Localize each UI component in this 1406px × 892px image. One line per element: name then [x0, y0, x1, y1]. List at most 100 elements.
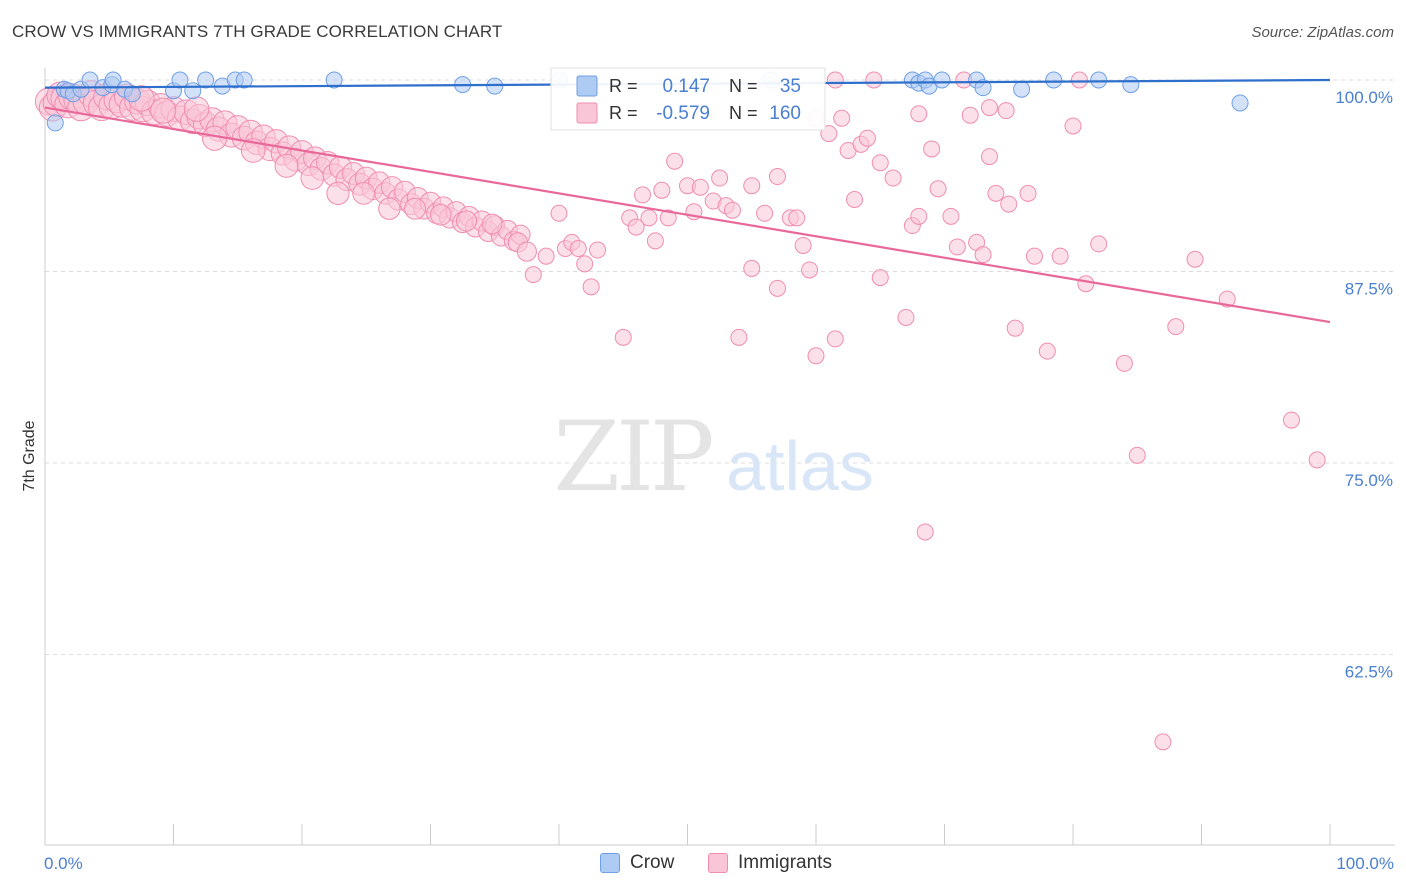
immigrants-point: [326, 181, 350, 205]
immigrants-point: [516, 241, 537, 262]
immigrants-point: [871, 269, 889, 287]
immigrants-point: [871, 154, 889, 172]
immigrants-point: [653, 181, 671, 199]
immigrants-point: [627, 218, 645, 236]
gridlines: [45, 79, 1395, 655]
immigrants-point: [634, 186, 652, 204]
immigrants-point: [980, 99, 998, 117]
immigrants-point: [807, 347, 825, 365]
immigrants-point: [150, 97, 177, 124]
crow-point: [197, 71, 215, 89]
immigrants-point: [974, 246, 992, 264]
chart-title: CROW VS IMMIGRANTS 7TH GRADE CORRELATION…: [12, 22, 503, 41]
immigrants-point: [723, 201, 741, 219]
axes: [44, 68, 1395, 846]
immigrants-point: [997, 102, 1015, 120]
crow-point: [123, 85, 141, 103]
crow-point: [171, 71, 189, 89]
y-tick-label-0: 100.0%: [1335, 88, 1393, 107]
immigrants-point: [404, 197, 427, 220]
immigrants-point: [1167, 318, 1185, 336]
y-tick-label-2: 75.0%: [1345, 471, 1393, 490]
immigrants-point: [910, 207, 928, 225]
immigrants-point: [1154, 733, 1172, 751]
x-tick-label-right: 100.0%: [1336, 854, 1394, 873]
crow-point: [46, 114, 64, 132]
immigrants-point: [1128, 446, 1146, 464]
y-tick-label-1: 87.5%: [1345, 280, 1393, 299]
crow-point: [486, 77, 504, 95]
immigrants-point: [455, 210, 478, 232]
immigrants-point: [537, 247, 555, 265]
legend-swatch-crow: [600, 853, 620, 873]
immigrants-point: [569, 240, 587, 258]
immigrants-point: [730, 328, 748, 346]
immigrants-point: [1282, 411, 1300, 429]
immigrants-point: [1090, 235, 1108, 253]
crow-point: [235, 71, 253, 89]
legend-top-r-value-immigrants: -0.579: [656, 103, 710, 124]
immigrants-point: [768, 279, 786, 297]
immigrants-point: [833, 109, 851, 127]
legend-item-immigrants[interactable]: Immigrants: [708, 852, 832, 874]
legend-top: R = 0.147 N = 35 R = -0.579 N = 160: [550, 67, 826, 131]
legend-top-n-value-crow: 35: [780, 76, 801, 97]
immigrants-point: [826, 71, 844, 89]
immigrants-point: [430, 204, 452, 226]
immigrants-point: [858, 129, 876, 147]
legend-swatch-immigrants: [708, 853, 728, 873]
y-tick-label-3: 62.5%: [1345, 663, 1393, 682]
immigrants-point: [987, 184, 1005, 202]
watermark-zip: ZIP: [553, 401, 712, 513]
crow-point: [1231, 94, 1249, 112]
crow-points: [46, 71, 1249, 132]
immigrants-point: [646, 232, 664, 250]
legend-top-n-value-immigrants: 160: [769, 103, 801, 124]
immigrants-point: [183, 96, 210, 122]
immigrants-trend-line: [44, 106, 1331, 324]
legend-item-crow[interactable]: Crow: [600, 852, 674, 874]
immigrants-point: [743, 259, 761, 277]
immigrants-point: [916, 523, 934, 541]
immigrants-point: [300, 166, 325, 190]
tick-labels: 100.0% 87.5% 75.0% 62.5% 0.0% 100.0% 7th Grade: [21, 88, 1394, 873]
immigrants-point: [1025, 247, 1043, 265]
immigrants-point: [1070, 71, 1088, 89]
immigrants-point: [948, 238, 966, 256]
immigrants-point: [788, 209, 806, 227]
y-axis-label: 7th Grade: [21, 420, 38, 491]
crow-point: [1013, 80, 1031, 98]
immigrants-point: [826, 330, 844, 348]
legend-top-r-label-immigrants: R =: [609, 103, 638, 123]
legend-top-r-value-crow: 0.147: [662, 76, 710, 97]
crow-point: [974, 79, 992, 97]
immigrants-point: [274, 153, 299, 178]
immigrants-point: [711, 169, 729, 187]
immigrants-point: [929, 180, 947, 198]
immigrants-point: [640, 209, 658, 227]
immigrants-point: [1218, 290, 1236, 308]
immigrants-point: [1115, 354, 1133, 372]
immigrants-point: [1308, 451, 1326, 469]
immigrants-point: [801, 261, 819, 279]
legend-top-swatch-crow: [576, 75, 598, 97]
immigrants-point: [846, 190, 864, 208]
legend-top-n-label-crow: N =: [729, 76, 758, 96]
crow-point: [933, 71, 951, 89]
immigrants-point: [589, 241, 607, 259]
immigrants-point: [524, 266, 542, 284]
immigrants-point: [481, 213, 503, 235]
immigrants-point: [897, 308, 915, 326]
immigrants-point: [1019, 184, 1037, 202]
crow-point: [184, 82, 202, 100]
immigrants-point: [1006, 319, 1024, 337]
legend-top-r-label-crow: R =: [609, 76, 638, 96]
immigrants-point: [691, 178, 709, 196]
immigrants-point: [666, 152, 684, 170]
x-tick-label-left: 0.0%: [44, 854, 83, 873]
crow-point: [1122, 76, 1140, 94]
immigrants-point: [614, 328, 632, 346]
immigrants-point: [1038, 342, 1056, 360]
crow-point: [325, 71, 343, 89]
immigrants-point: [582, 278, 600, 296]
